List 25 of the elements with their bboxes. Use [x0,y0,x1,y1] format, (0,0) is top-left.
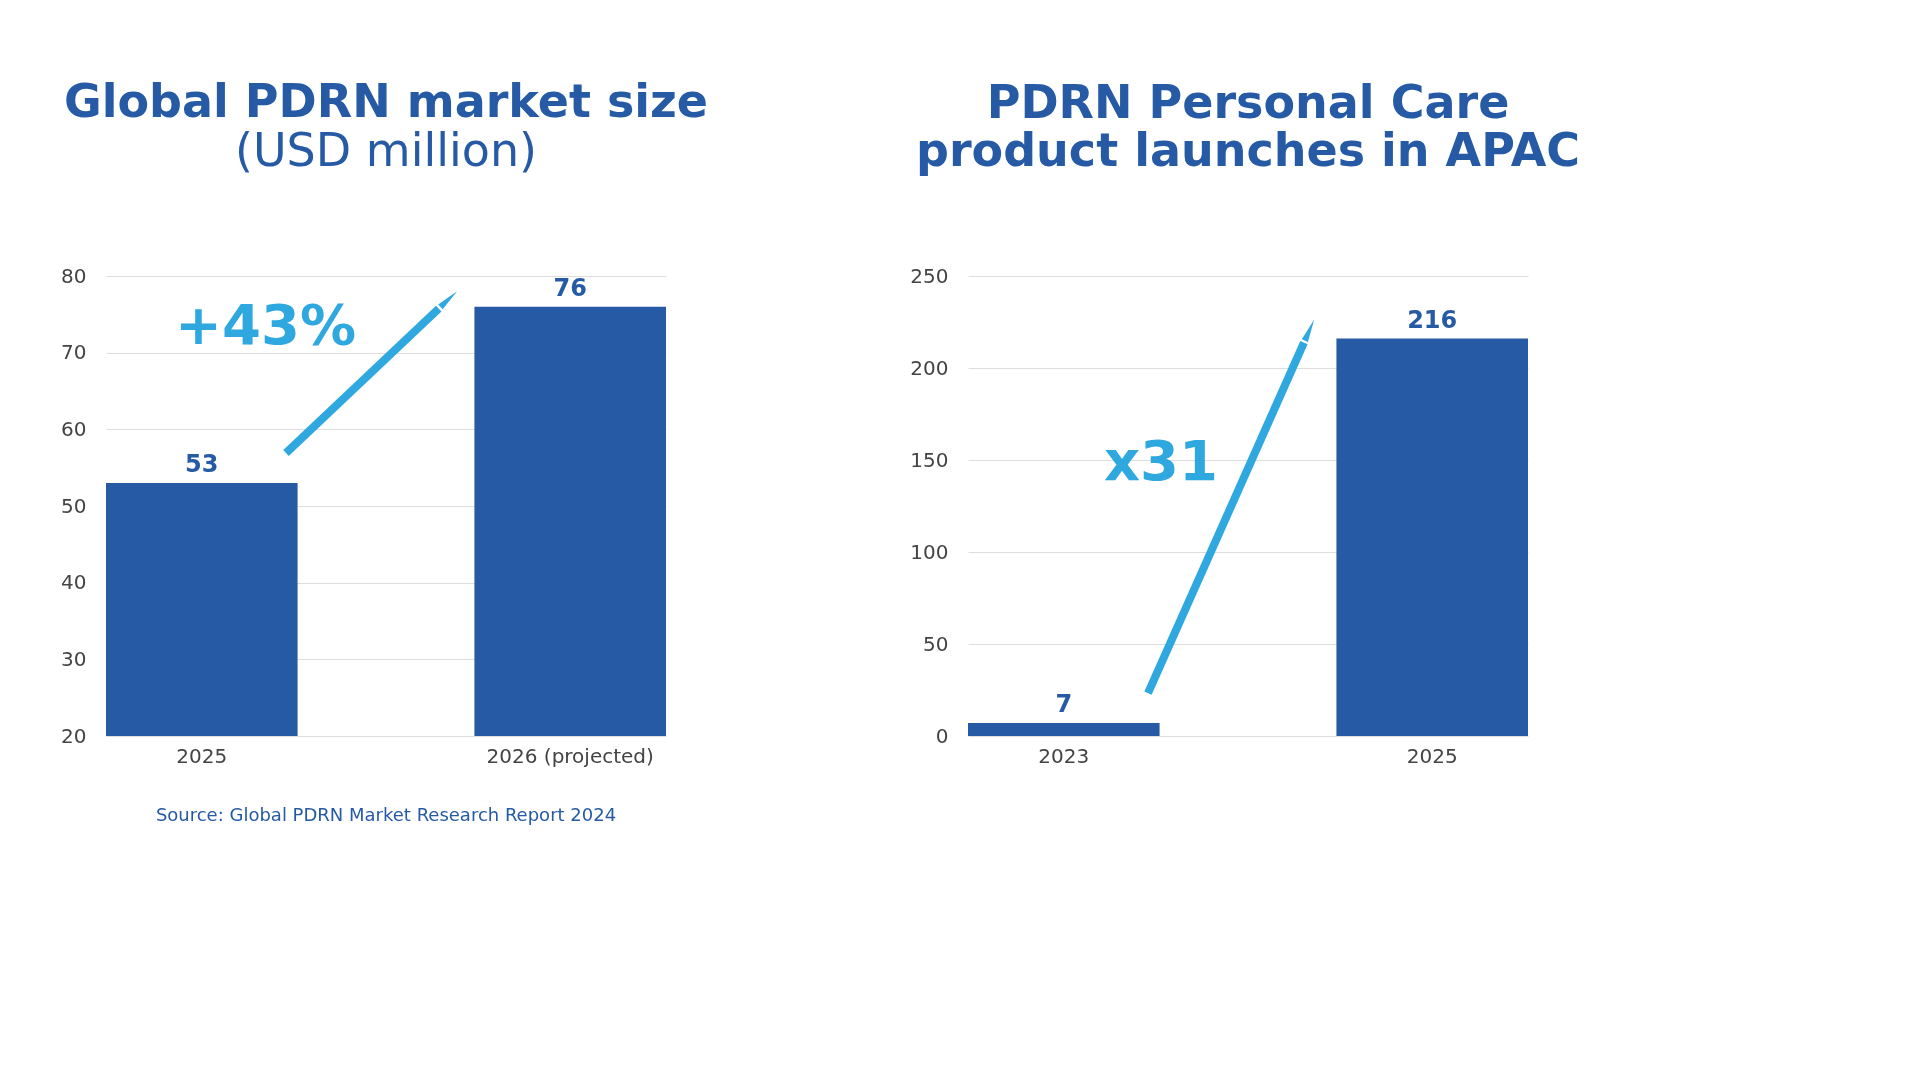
y-tick-label: 20 [61,723,87,748]
y-tick-label: 0 [935,723,949,748]
y-tick-label: 150 [910,447,949,472]
x-tick-label: 2023 [1038,743,1090,768]
data-label: 53 [185,450,219,478]
y-tick-label: 50 [923,631,949,656]
data-label: 76 [553,273,587,302]
y-tick-label: 100 [910,539,949,564]
data-label: 7 [1055,690,1073,719]
y-tick-label: 40 [61,570,87,595]
x-tick-label: 2025 [1406,743,1458,768]
annotation: x31 [1103,428,1218,494]
annotation: +43% [175,292,356,358]
x-tick-label: 2025 [176,743,228,768]
chart-title: PDRN Personal Care product launches in APAC [915,75,1581,177]
y-tick-label: 70 [61,340,87,365]
y-tick-label: 30 [61,646,87,671]
data-label: 216 [1407,305,1458,334]
source-note: Source: Global PDRN Market Research Report 2024 [155,804,617,825]
y-tick-label: 50 [61,493,87,518]
x-tick-label: 2026 (projected) [486,743,654,768]
y-tick-label: 80 [61,263,87,288]
y-tick-label: 60 [61,416,87,441]
y-tick-label: 200 [910,355,949,380]
y-tick-label: 250 [910,263,949,288]
